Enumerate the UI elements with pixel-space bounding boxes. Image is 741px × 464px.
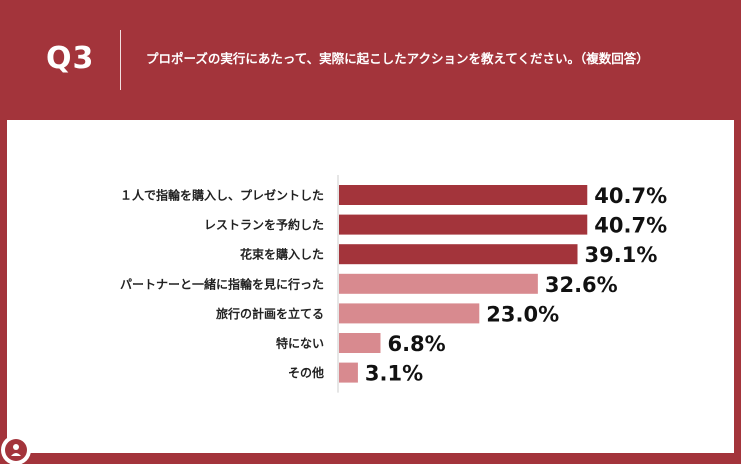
bar (339, 185, 588, 205)
category-label: パートナーと一緒に指輪を見に行った (120, 276, 324, 291)
header-divider (120, 30, 121, 90)
value-label: 32.6% (545, 273, 618, 297)
value-label: 40.7% (594, 184, 667, 208)
bar (339, 214, 588, 235)
question-number: Q3 (46, 41, 95, 76)
category-label: 旅行の計画を立てる (216, 306, 324, 321)
bar (339, 303, 480, 324)
category-label: １人で指輪を購入し、プレゼントした (120, 188, 324, 203)
bar (339, 333, 381, 353)
value-label: 6.8% (387, 332, 445, 356)
category-label: 特にない (276, 336, 324, 351)
value-label: 3.1% (365, 362, 423, 386)
logo-icon (1, 435, 31, 464)
value-label: 39.1% (585, 243, 658, 267)
category-label: 花束を購入した (240, 247, 324, 262)
question-text: プロポーズの実行にあたって、実際に起こしたアクションを教えてください。（複数回答… (146, 51, 649, 66)
bar (339, 273, 538, 294)
header: Q3 プロポーズの実行にあたって、実際に起こしたアクションを教えてください。（複… (0, 0, 741, 118)
category-label: レストランを予約した (204, 217, 324, 232)
category-label: その他 (288, 365, 324, 380)
bar (339, 244, 578, 265)
bar (339, 362, 358, 383)
value-label: 23.0% (486, 302, 559, 326)
value-label: 40.7% (594, 214, 667, 238)
